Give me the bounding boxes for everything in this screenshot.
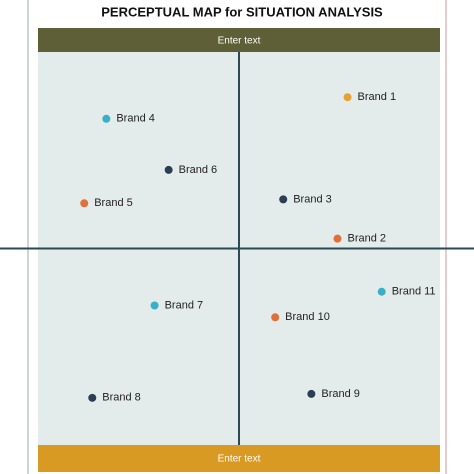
top-label: Enter text [218, 36, 261, 47]
point-label: Brand 6 [179, 164, 218, 176]
point-label: Brand 1 [358, 91, 397, 103]
bottom-label: Enter text [218, 454, 261, 465]
point-label: Brand 11 [392, 286, 436, 298]
point [307, 389, 316, 398]
chart-title: PERCEPTUAL MAP for SITUATION ANALYSIS [101, 4, 383, 19]
point [164, 165, 173, 174]
point [377, 287, 386, 296]
point-label: Brand 8 [102, 392, 141, 404]
point-label: Brand 7 [165, 299, 204, 311]
point-label: Brand 2 [347, 233, 386, 245]
point-label: Brand 9 [321, 388, 360, 400]
point [343, 93, 352, 102]
point [102, 114, 111, 123]
top-bar [38, 28, 440, 52]
point-label: Brand 4 [116, 113, 155, 125]
point-label: Brand 5 [94, 197, 133, 209]
point [271, 313, 280, 322]
point [333, 234, 342, 243]
point-label: Brand 3 [293, 193, 332, 205]
point [150, 301, 159, 310]
bottom-bar [38, 445, 440, 472]
point-label: Brand 10 [285, 311, 330, 323]
point [80, 199, 89, 208]
point [279, 195, 288, 204]
point [88, 393, 97, 402]
